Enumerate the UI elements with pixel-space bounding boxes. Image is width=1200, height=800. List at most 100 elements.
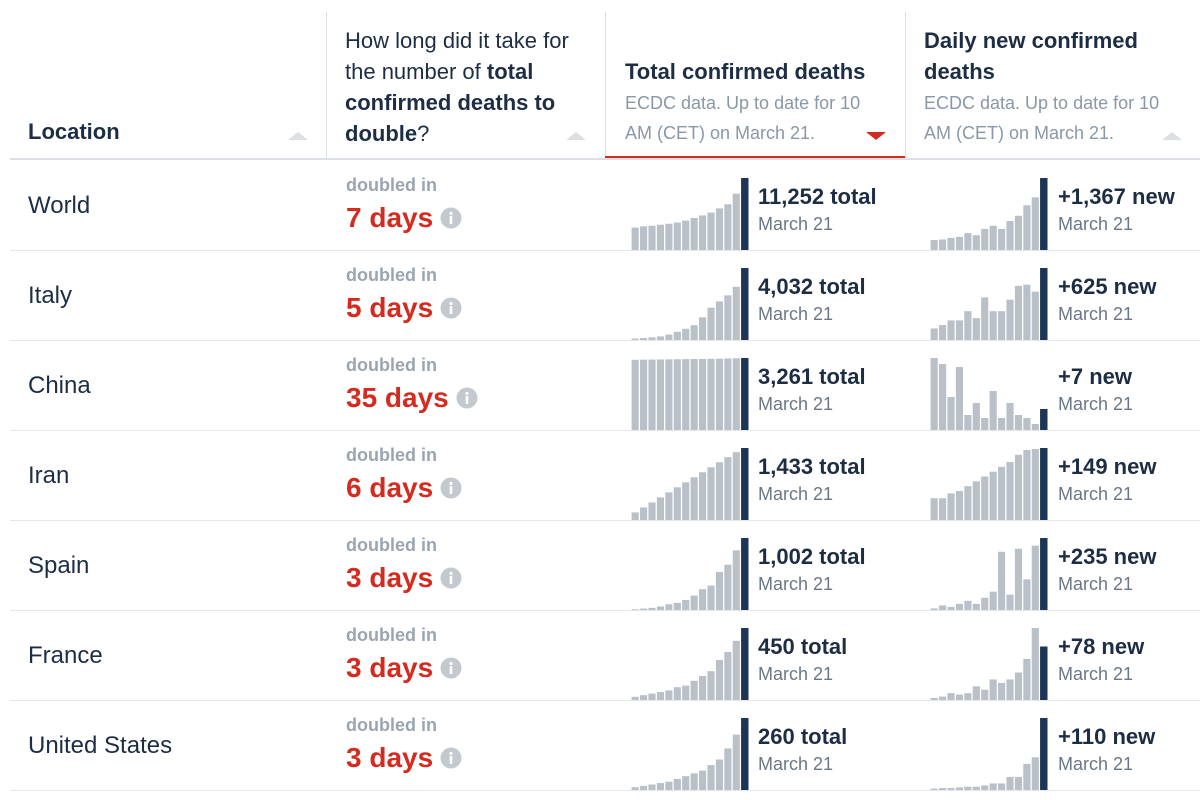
bar (989, 471, 997, 520)
bar (930, 608, 938, 610)
info-icon[interactable] (440, 207, 462, 229)
location: France (28, 642, 103, 669)
info-dot (449, 301, 453, 306)
doubling-time: 5 days (346, 292, 462, 324)
info-icon[interactable] (440, 747, 462, 769)
header-border (10, 158, 1200, 160)
daily-date: March 21 (1058, 214, 1134, 234)
daily-label: +235 new (1058, 544, 1157, 569)
bar (665, 781, 673, 790)
row-border (10, 340, 1200, 341)
info-dot (449, 481, 453, 486)
bar (665, 492, 673, 520)
bar (998, 228, 1006, 250)
info-dot (449, 751, 453, 756)
row-border (10, 790, 1200, 791)
bar (682, 359, 690, 430)
info-icon[interactable] (440, 567, 462, 589)
total-date: March 21 (758, 664, 834, 684)
location: Spain (28, 552, 90, 579)
info-icon[interactable] (440, 477, 462, 499)
bar (656, 692, 665, 700)
info-icon[interactable] (440, 657, 462, 679)
location: Iran (28, 462, 70, 489)
bar (1014, 415, 1023, 430)
doubled-label: doubled in (346, 355, 437, 375)
latest-bar (1040, 538, 1048, 610)
bar (707, 307, 715, 340)
bar (656, 606, 665, 610)
bar (640, 226, 648, 250)
row-border (10, 610, 1200, 611)
bar (631, 609, 639, 610)
bar (699, 589, 707, 610)
bar (707, 467, 715, 520)
info-stem (449, 306, 453, 314)
sort-icon[interactable] (566, 130, 586, 142)
doubling-time: 35 days (346, 382, 478, 414)
total-date: March 21 (758, 304, 834, 324)
doubled-label: doubled in (346, 625, 437, 645)
sort-icon[interactable] (288, 130, 308, 142)
bar (947, 320, 955, 340)
bar (732, 550, 740, 610)
bar (947, 788, 955, 790)
bar (673, 687, 681, 700)
bar (648, 337, 656, 340)
bar (1031, 545, 1039, 610)
doubling-days: 3 days (346, 562, 434, 593)
daily-label: +625 new (1058, 274, 1157, 299)
bar (1014, 672, 1023, 700)
info-icon[interactable] (440, 297, 462, 319)
latest-bar (741, 268, 749, 340)
bar (707, 212, 715, 250)
daily-date: March 21 (1058, 664, 1134, 684)
bar (964, 311, 972, 340)
bar (707, 358, 715, 430)
bar (665, 223, 673, 250)
header-location[interactable]: Location (28, 119, 120, 144)
bar (972, 403, 980, 430)
doubled-label: doubled in (346, 175, 437, 195)
bar (998, 682, 1006, 700)
row-border (10, 520, 1200, 521)
bar (715, 571, 724, 610)
bar (673, 778, 681, 790)
total-date: March 21 (758, 754, 834, 774)
bar (732, 193, 740, 250)
daily-date: March 21 (1058, 394, 1134, 414)
header-daily[interactable]: Daily new confirmed deaths (924, 28, 1138, 84)
daily-label: +1,367 new (1058, 184, 1175, 209)
bar (690, 218, 698, 250)
doubled-label: doubled in (346, 265, 437, 285)
bar (972, 686, 980, 700)
bar (631, 359, 639, 430)
sort-icon[interactable] (1162, 130, 1182, 142)
bar (673, 602, 681, 610)
bar (648, 693, 656, 700)
info-stem (465, 396, 469, 404)
column-divider (326, 12, 327, 158)
bar (732, 640, 740, 700)
bar (715, 759, 724, 790)
bar (732, 358, 740, 430)
bar (989, 679, 997, 700)
sparkline (631, 718, 749, 790)
bar (656, 783, 665, 790)
bar (673, 487, 681, 520)
location: Italy (28, 282, 73, 309)
header-question[interactable]: How long did it take for the number of t… (345, 25, 595, 149)
doubling-days: 6 days (346, 472, 434, 503)
row-border (10, 250, 1200, 251)
location: United States (28, 732, 173, 759)
info-icon[interactable] (456, 387, 478, 409)
bar (1023, 205, 1031, 250)
latest-bar (1040, 178, 1048, 250)
latest-bar (1040, 448, 1048, 520)
sparkline (631, 268, 749, 340)
bar (673, 359, 681, 430)
bar (998, 551, 1006, 610)
bar (682, 776, 690, 790)
sort-icon-active[interactable] (866, 130, 886, 142)
header-total[interactable]: Total confirmed deaths (625, 59, 866, 84)
